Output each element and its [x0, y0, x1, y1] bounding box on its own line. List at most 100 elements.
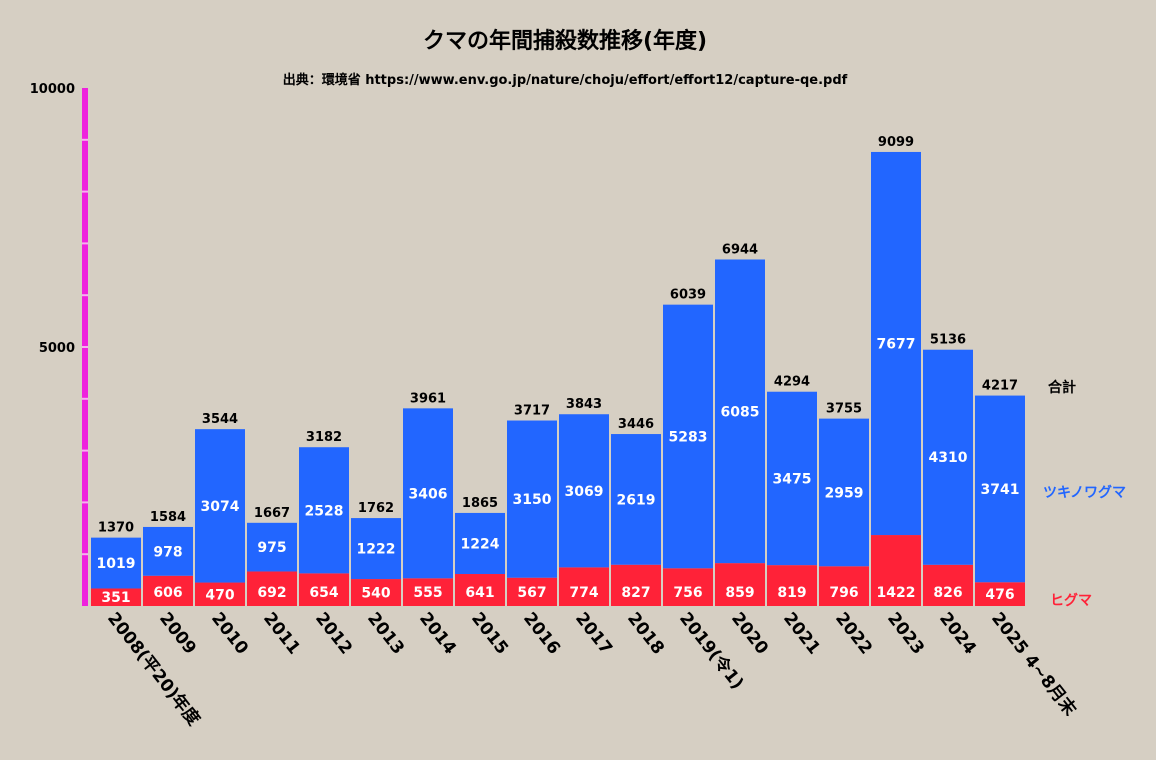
- bar-tsukinowaguma: [767, 391, 817, 566]
- total-value-label: 3961: [410, 391, 446, 406]
- bar-higuma: [91, 588, 141, 606]
- tsukinowaguma-value-label: 978: [153, 544, 182, 560]
- total-value-label: 4294: [774, 375, 810, 390]
- y-minor-tick: [82, 242, 88, 245]
- y-tick-label: 5000: [39, 341, 75, 356]
- tsukinowaguma-value-label: 4310: [929, 450, 968, 466]
- bar-higuma: [767, 565, 817, 606]
- bar-higuma: [819, 566, 869, 606]
- tsukinowaguma-value-label: 2619: [617, 492, 656, 508]
- total-value-label: 3182: [306, 430, 342, 445]
- total-value-label: 9099: [878, 135, 914, 150]
- higuma-value-label: 756: [673, 585, 702, 601]
- x-tick-label: 2024: [935, 609, 980, 659]
- tsukinowaguma-value-label: 1019: [97, 556, 136, 572]
- bar-tsukinowaguma: [403, 408, 453, 579]
- bar-higuma: [143, 575, 193, 606]
- total-value-label: 1667: [254, 506, 290, 521]
- higuma-value-label: 692: [257, 585, 286, 601]
- bar-higuma: [923, 564, 973, 606]
- x-tick-label: 2013: [363, 609, 408, 659]
- bar-group: 555 3406 3961: [403, 391, 453, 606]
- bar-higuma: [611, 564, 661, 606]
- tsukinowaguma-value-label: 3406: [409, 486, 448, 502]
- tsukinowaguma-value-label: 3069: [565, 484, 604, 500]
- bar-higuma: [351, 579, 401, 606]
- total-value-label: 3755: [826, 402, 862, 417]
- x-tick-label: 2008(平20)年度: [103, 608, 205, 730]
- y-minor-tick: [82, 553, 88, 556]
- chart-title: クマの年間捕殺数推移(年度): [423, 28, 707, 54]
- higuma-value-label: 540: [361, 586, 390, 602]
- bar-tsukinowaguma: [507, 420, 557, 578]
- x-tick-label: 2025 4~8月末: [987, 608, 1081, 720]
- higuma-value-label: 826: [933, 585, 962, 601]
- bar-tsukinowaguma: [611, 434, 661, 565]
- higuma-value-label: 476: [985, 587, 1014, 603]
- bar-tsukinowaguma: [715, 259, 765, 564]
- total-value-label: 3544: [202, 412, 238, 427]
- bar-group: 826 4310 5136: [923, 333, 973, 606]
- legend-tsukinowaguma: ツキノワグマ: [1043, 484, 1126, 501]
- x-tick-label: 2017: [571, 609, 616, 659]
- x-tick-label: 2015: [467, 609, 512, 659]
- x-tick-label: 2023: [883, 609, 928, 659]
- bar-tsukinowaguma: [247, 522, 297, 572]
- higuma-value-label: 351: [101, 590, 130, 606]
- total-value-label: 1370: [98, 521, 134, 536]
- bar-higuma: [455, 574, 505, 606]
- tsukinowaguma-value-label: 1222: [357, 542, 396, 558]
- bar-group: 567 3150 3717: [507, 404, 557, 606]
- total-value-label: 3843: [566, 397, 602, 412]
- total-value-label: 1762: [358, 501, 394, 516]
- bar-higuma: [871, 535, 921, 606]
- bar-group: 819 3475 4294: [767, 375, 817, 606]
- higuma-value-label: 819: [777, 585, 806, 601]
- higuma-value-label: 774: [569, 585, 598, 601]
- bar-higuma: [559, 567, 609, 606]
- bar-tsukinowaguma: [923, 349, 973, 565]
- x-tick-label: 2018: [623, 609, 668, 659]
- bar-higuma: [663, 568, 713, 606]
- bar-tsukinowaguma: [299, 447, 349, 574]
- bar-group: 476 3741 4217: [975, 379, 1025, 606]
- legend-total: 合計: [1048, 379, 1076, 396]
- tsukinowaguma-value-label: 6085: [721, 404, 760, 420]
- y-minor-tick: [82, 138, 88, 141]
- y-minor-tick: [82, 346, 88, 348]
- x-tick-label: 2022: [831, 609, 876, 659]
- bar-group: 606 978 1584: [143, 510, 193, 606]
- tsukinowaguma-value-label: 3741: [981, 482, 1020, 498]
- bar-tsukinowaguma: [819, 418, 869, 567]
- tsukinowaguma-value-label: 5283: [669, 429, 708, 445]
- higuma-value-label: 1422: [877, 585, 916, 601]
- bar-tsukinowaguma: [871, 151, 921, 536]
- bar-higuma: [403, 578, 453, 606]
- total-value-label: 5136: [930, 333, 966, 348]
- tsukinowaguma-value-label: 7677: [877, 337, 916, 353]
- y-minor-tick: [82, 190, 88, 193]
- legend-higuma: ヒグマ: [1050, 592, 1092, 609]
- higuma-value-label: 641: [465, 585, 494, 601]
- tsukinowaguma-value-label: 1224: [461, 536, 500, 552]
- bar-tsukinowaguma: [455, 512, 505, 575]
- x-tick-label: 2014: [415, 609, 460, 659]
- total-value-label: 3446: [618, 417, 654, 432]
- x-tick-label: 2012: [311, 609, 356, 659]
- bar-tsukinowaguma: [143, 526, 193, 576]
- bar-higuma: [247, 571, 297, 606]
- tsukinowaguma-value-label: 2959: [825, 485, 864, 501]
- bar-tsukinowaguma: [91, 537, 141, 589]
- tsukinowaguma-value-label: 975: [257, 540, 286, 556]
- total-value-label: 6039: [670, 288, 706, 303]
- x-tick-label: 2011: [259, 609, 304, 659]
- higuma-value-label: 827: [621, 585, 650, 601]
- bar-tsukinowaguma: [559, 414, 609, 568]
- bar-group: 470 3074 3544: [195, 412, 245, 606]
- x-tick-label: 2020: [727, 609, 772, 659]
- bar-tsukinowaguma: [975, 395, 1025, 583]
- y-minor-tick: [82, 294, 88, 297]
- bar-tsukinowaguma: [351, 518, 401, 580]
- bar-higuma: [195, 582, 245, 606]
- total-value-label: 1584: [150, 510, 186, 525]
